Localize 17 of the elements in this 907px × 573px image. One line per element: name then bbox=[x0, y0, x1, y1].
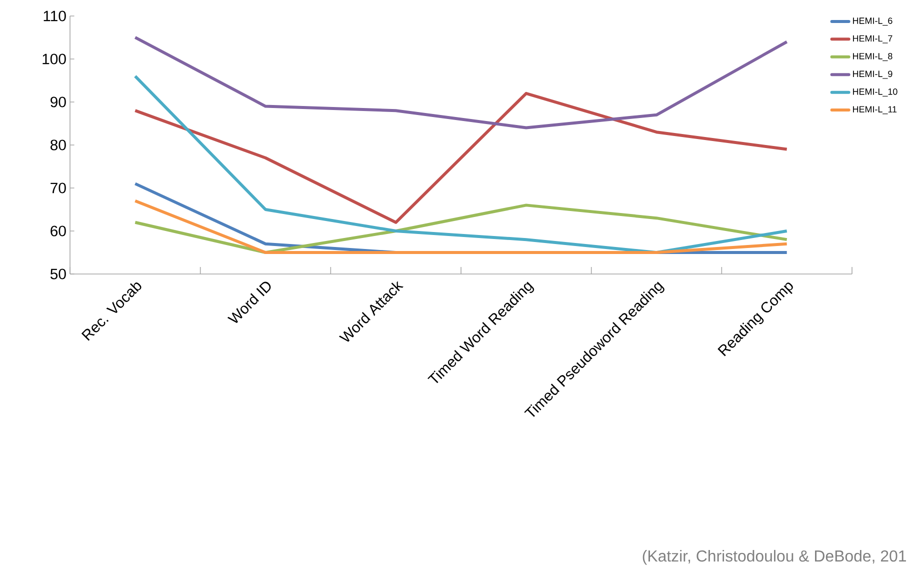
line-series bbox=[134, 92, 788, 224]
y-tick-label: 100 bbox=[42, 54, 66, 64]
legend-label: HEMI-L_9 bbox=[853, 70, 892, 79]
y-tick-label: 80 bbox=[50, 140, 66, 150]
text: (Katzir, Christodoulou & DeBode, 201 bbox=[642, 550, 906, 565]
y-tick-label: 50 bbox=[50, 268, 66, 280]
legend-label: HEMI-L_6 bbox=[853, 18, 892, 26]
line-series bbox=[134, 74, 788, 254]
legend-label: HEMI-L_10 bbox=[853, 88, 898, 96]
y-tick-label: 60 bbox=[50, 226, 66, 236]
legend-label: HEMI-L_8 bbox=[853, 52, 892, 62]
legend-label: HEMI-L_7 bbox=[853, 35, 892, 44]
y-tick-label: 90 bbox=[50, 96, 66, 108]
y-tick-label: 70 bbox=[50, 182, 66, 194]
legend-label: HEMI-L_11 bbox=[853, 106, 897, 114]
y-tick-label: 110 bbox=[44, 10, 66, 22]
line-series bbox=[134, 36, 788, 130]
